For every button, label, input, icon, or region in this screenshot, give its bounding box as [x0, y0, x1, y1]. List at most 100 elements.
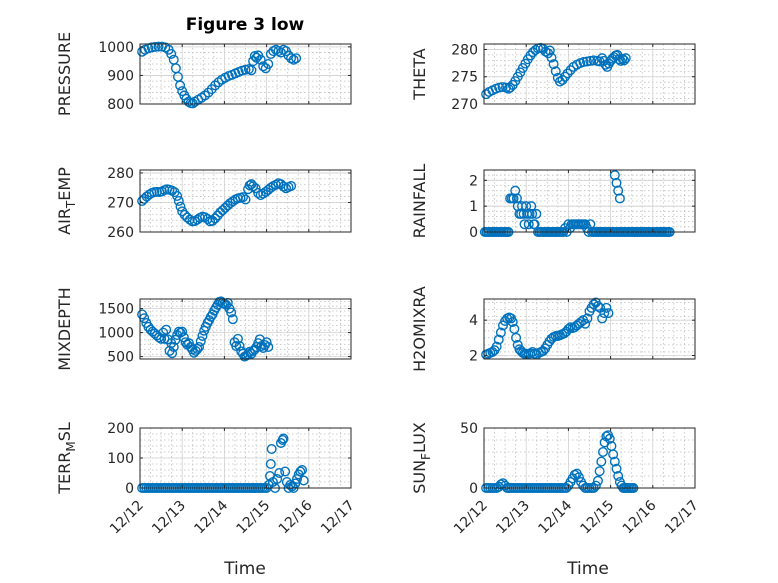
- y-tick-label: 1500: [98, 302, 134, 318]
- data-point: [255, 190, 266, 201]
- data-point: [231, 341, 242, 352]
- data-point: [617, 53, 628, 64]
- data-point: [248, 181, 259, 192]
- data-point: [156, 186, 167, 197]
- data-point: [232, 333, 243, 344]
- data-point: [194, 342, 205, 353]
- data-point: [168, 342, 179, 353]
- data-point: [153, 41, 164, 52]
- data-point: [603, 308, 614, 319]
- data-point: [573, 472, 584, 483]
- data-point: [253, 188, 264, 199]
- data-point: [614, 193, 625, 204]
- y-axis-label: TERRMSL: [55, 422, 78, 495]
- axes-box: [139, 169, 352, 233]
- data-point: [580, 318, 591, 329]
- y-tick-label: 0: [125, 481, 134, 497]
- y-tick-label: 2: [469, 348, 478, 364]
- data-point: [166, 49, 177, 60]
- y-axis-label: MIXDEPTH: [55, 287, 74, 370]
- data-point: [199, 90, 210, 101]
- data-point: [226, 307, 237, 318]
- data-point: [172, 71, 183, 82]
- y-tick-label: 0: [469, 225, 478, 241]
- x-tick-label: 12/14: [535, 497, 575, 537]
- series-markers: [137, 41, 302, 109]
- y-axis-label: H2OMIXRA: [410, 286, 429, 372]
- subplot-7: 0 100 200 TERRMSL 12/12 12/13 12/14 12/15 12/16 1…: [55, 421, 358, 537]
- y-tick-label: 260: [107, 225, 134, 241]
- data-point: [560, 71, 571, 82]
- data-point: [150, 41, 161, 52]
- data-point: [527, 208, 538, 219]
- data-point: [620, 53, 631, 64]
- series-markers: [137, 433, 309, 493]
- x-tick-label: 12/16: [276, 497, 316, 537]
- series-markers: [481, 297, 614, 360]
- subplot-3: 260 270 280 AIRTEMP: [55, 166, 352, 241]
- y-tick-label: 2: [469, 173, 478, 189]
- data-point: [599, 308, 610, 319]
- data-point: [557, 74, 568, 85]
- y-tick-label: 50: [460, 421, 478, 437]
- data-point: [189, 216, 200, 227]
- x-tick-label: 12/12: [451, 498, 491, 538]
- data-point: [285, 480, 296, 491]
- data-point: [494, 82, 505, 93]
- data-point: [291, 53, 302, 64]
- subplot-1: 800 900 1000 PRESSURE: [55, 32, 352, 116]
- data-point: [280, 466, 291, 477]
- data-point: [156, 333, 167, 344]
- subplot-4: 0 1 2 RAINFALL: [410, 164, 696, 241]
- data-point: [298, 475, 309, 486]
- y-tick-label: 500: [107, 350, 134, 366]
- data-point: [594, 466, 605, 477]
- y-tick-label: 280: [107, 166, 134, 182]
- data-point: [550, 66, 561, 77]
- data-point: [161, 324, 172, 335]
- data-point: [278, 181, 289, 192]
- x-tick-label: 12/13: [149, 498, 189, 538]
- axes-box: [483, 298, 696, 360]
- subplot-8: 0 50 SUNFLUX 12/12 12/13 12/14 12/15 12/16 12/17: [410, 421, 702, 537]
- data-point: [263, 59, 274, 70]
- data-point: [598, 447, 609, 458]
- data-point: [491, 341, 502, 352]
- data-point: [493, 334, 504, 345]
- data-point: [172, 190, 183, 201]
- data-point: [175, 201, 186, 212]
- subplot-2: 270 275 280 THETA: [410, 42, 696, 113]
- data-point: [546, 52, 557, 63]
- data-point: [526, 201, 537, 212]
- data-point: [525, 50, 536, 61]
- data-point: [261, 337, 272, 348]
- data-point: [295, 466, 306, 477]
- data-point: [597, 313, 608, 324]
- x-axis-label-right: Time: [566, 559, 609, 579]
- x-tick-label: 12/14: [191, 497, 231, 537]
- y-tick-label: 900: [107, 68, 134, 84]
- data-point: [237, 192, 248, 203]
- figure-title: Figure 3 low: [186, 15, 305, 35]
- data-point: [495, 327, 506, 338]
- subplot-5: 500 1000 1500 MIXDEPTH: [55, 287, 352, 371]
- data-point: [505, 82, 516, 93]
- data-point: [167, 348, 178, 359]
- x-tick-label: 12/15: [578, 498, 618, 538]
- data-point: [548, 59, 559, 70]
- data-point: [563, 324, 574, 335]
- data-point: [619, 55, 630, 66]
- data-point: [195, 336, 206, 347]
- data-point: [590, 480, 601, 491]
- data-point: [592, 475, 603, 486]
- data-point: [202, 214, 213, 225]
- data-point: [248, 56, 259, 67]
- axes-box: [139, 298, 352, 360]
- axes-box: [483, 427, 696, 489]
- y-tick-label: 270: [107, 195, 134, 211]
- data-point: [212, 210, 223, 221]
- y-axis-label: SUNFLUX: [410, 422, 433, 494]
- y-tick-label: 800: [107, 97, 134, 113]
- y-tick-label: 4: [469, 313, 478, 329]
